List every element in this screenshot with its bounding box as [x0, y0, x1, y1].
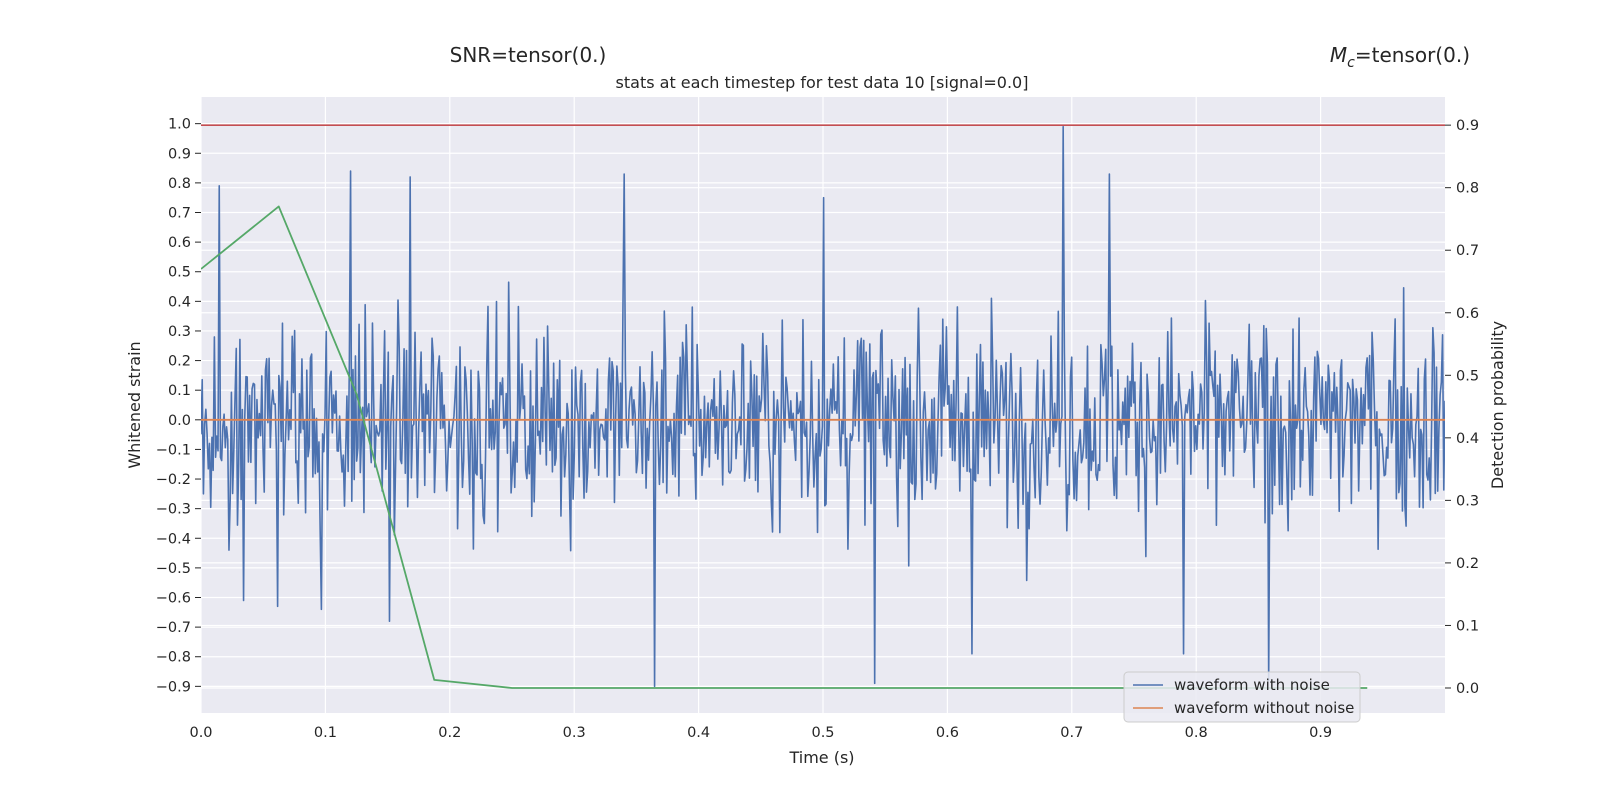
- x-tick-label: 0.0: [189, 725, 212, 741]
- legend-box: [1123, 671, 1361, 723]
- y-tick-label: −0.2: [156, 472, 191, 488]
- y2-axis-ticks: 0.9 0.8 0.7 0.6 0.5 0.4 0.3 0.2 0.1 0.0: [1445, 118, 1479, 697]
- x-tick-label: 0.3: [563, 725, 586, 741]
- x-axis-ticks: 0.0 0.1 0.2 0.3 0.4 0.5 0.6 0.7 0.8 0.9: [189, 725, 1332, 741]
- y2-tick-label: 0.0: [1456, 681, 1479, 697]
- y-axis-ticks: 1.0 0.9 0.8 0.7 0.6 0.5 0.4 0.3 0.2 0.1 0.0 −0.1 −0.…: [156, 117, 201, 695]
- y2-tick-label: 0.8: [1456, 181, 1479, 197]
- x-tick-label: 0.8: [1185, 725, 1208, 741]
- y-tick-label: 0.5: [168, 265, 191, 281]
- series-lines: [201, 124, 1445, 689]
- y-tick-label: −0.6: [156, 591, 191, 607]
- y-tick-label: 0.6: [168, 235, 191, 251]
- chirp-mass-symbol: M: [1330, 43, 1347, 67]
- plot-clip-group: [201, 124, 1445, 689]
- y-tick-label: −0.5: [156, 561, 191, 577]
- y-tick-label: 0.7: [168, 206, 191, 222]
- chart-title: stats at each timestep for test data 10 …: [616, 73, 1029, 92]
- chirp-mass-annotation: Mc=tensor(0.): [1330, 43, 1470, 71]
- x-tick-label: 0.1: [314, 725, 337, 741]
- y2-tick-label: 0.7: [1456, 243, 1479, 259]
- y2-tick-label: 0.2: [1456, 556, 1479, 572]
- y-tick-label: −0.3: [156, 502, 191, 518]
- y2-tick-label: 0.1: [1456, 618, 1479, 634]
- chirp-mass-value: =tensor(0.): [1355, 43, 1470, 67]
- y-axis-label: Whitened strain: [125, 341, 144, 468]
- y2-tick-label: 0.9: [1456, 118, 1479, 134]
- y2-tick-label: 0.6: [1456, 306, 1479, 322]
- y-tick-label: −0.9: [156, 679, 191, 695]
- x-tick-label: 0.2: [438, 725, 461, 741]
- chirp-mass-subscript: c: [1347, 55, 1355, 71]
- x-tick-label: 0.4: [687, 725, 710, 741]
- y-tick-label: −0.7: [156, 620, 191, 636]
- y-tick-label: 0.8: [168, 176, 191, 192]
- y-tick-label: −0.8: [156, 650, 191, 666]
- x-axis-label: Time (s): [788, 748, 854, 767]
- x-tick-label: 0.7: [1060, 725, 1083, 741]
- legend-label-waveform-without-noise: waveform without noise: [1174, 699, 1354, 717]
- x-tick-label: 0.9: [1309, 725, 1332, 741]
- y2-tick-label: 0.5: [1456, 368, 1479, 384]
- y-tick-label: −0.4: [156, 531, 191, 547]
- y-tick-label: 0.9: [168, 146, 191, 162]
- legend-label-waveform-with-noise: waveform with noise: [1174, 676, 1330, 694]
- series-line-waveform-with-noise: [201, 125, 1445, 688]
- y2-tick-label: 0.3: [1456, 493, 1479, 509]
- legend: waveform with noise waveform without noi…: [1123, 671, 1361, 723]
- y2-axis-label: Detection probability: [1488, 321, 1507, 489]
- y-tick-label: 0.3: [168, 324, 191, 340]
- y-tick-label: −0.1: [156, 442, 191, 458]
- snr-annotation: SNR=tensor(0.): [450, 43, 607, 67]
- y2-tick-label: 0.4: [1456, 431, 1479, 447]
- y-tick-label: 0.2: [168, 354, 191, 370]
- x-tick-label: 0.6: [936, 725, 959, 741]
- y-tick-label: 0.1: [168, 383, 191, 399]
- x-tick-label: 0.5: [811, 725, 834, 741]
- y-tick-label: 0.4: [168, 294, 191, 310]
- y-tick-label: 0.0: [168, 413, 191, 429]
- y-tick-label: 1.0: [168, 117, 191, 133]
